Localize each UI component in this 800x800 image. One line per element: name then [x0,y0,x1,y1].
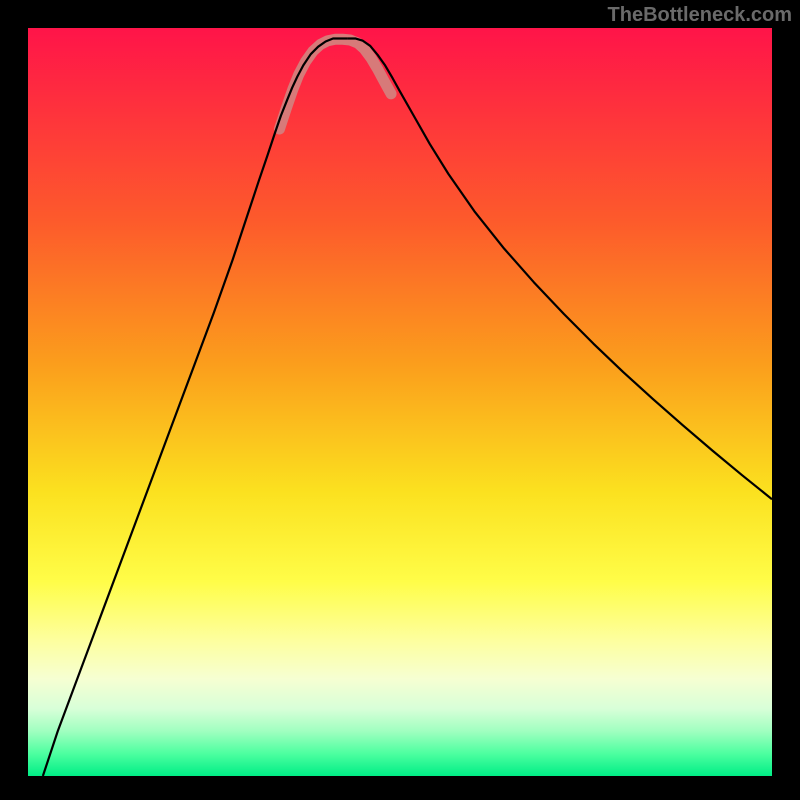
watermark-text: TheBottleneck.com [608,4,792,27]
plot-area [28,28,772,776]
curves-layer [28,28,772,776]
bottleneck-chart: TheBottleneck.com [0,0,800,800]
bottleneck-band [279,39,391,129]
curve-left [43,38,348,776]
curve-right [348,38,772,499]
